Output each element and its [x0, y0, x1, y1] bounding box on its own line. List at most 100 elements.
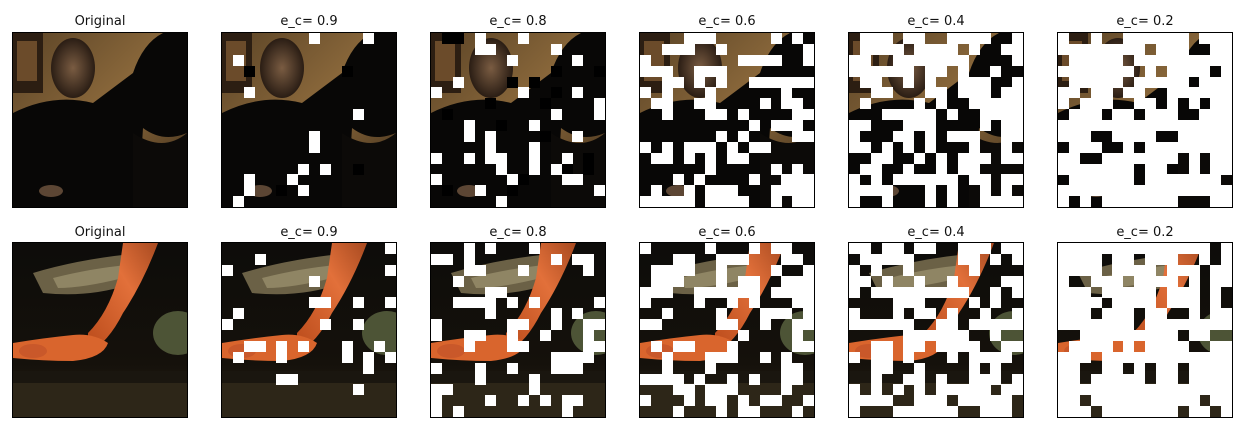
masked-patch: [650, 373, 662, 385]
masked-patch: [1123, 253, 1135, 265]
masked-patch: [727, 185, 738, 197]
masked-patch: [716, 264, 728, 276]
masked-patch: [431, 395, 442, 407]
masked-patch: [968, 43, 980, 55]
masked-patch: [968, 98, 980, 110]
masked-patch: [1199, 185, 1211, 197]
masked-patch: [914, 43, 926, 55]
masked-patch: [881, 152, 893, 164]
masked-patch: [1101, 196, 1113, 207]
patch-mask: [222, 33, 396, 207]
masked-patch: [748, 406, 760, 417]
masked-patch: [1058, 264, 1069, 276]
masked-patch: [1101, 120, 1113, 131]
masked-patch: [1166, 152, 1178, 164]
masked-patch: [792, 174, 804, 186]
masked-patch: [1166, 109, 1178, 121]
masked-patch: [1012, 319, 1023, 331]
masked-patch: [594, 340, 605, 352]
masked-patch: [550, 319, 562, 331]
masked-patch: [936, 54, 947, 66]
masked-patch: [431, 330, 442, 341]
masked-patch: [881, 43, 893, 55]
masked-patch: [914, 330, 926, 341]
masked-patch: [1079, 340, 1091, 352]
masked-patch: [441, 109, 453, 121]
masked-patch: [881, 286, 893, 298]
image-panel-original-r2: [12, 242, 188, 418]
masked-patch: [463, 264, 475, 276]
masked-patch: [640, 196, 651, 207]
masked-patch: [1058, 384, 1069, 396]
masked-patch: [946, 185, 958, 197]
masked-patch: [716, 319, 728, 331]
masked-patch: [859, 163, 871, 175]
masked-patch: [1155, 253, 1167, 265]
masked-patch: [1090, 33, 1102, 44]
masked-patch: [1221, 373, 1232, 385]
masked-patch: [936, 65, 947, 77]
masked-patch: [914, 297, 926, 309]
masked-patch: [474, 43, 486, 55]
masked-patch: [583, 351, 595, 363]
masked-patch: [1134, 87, 1146, 99]
masked-patch: [1058, 65, 1069, 77]
masked-patch: [1188, 286, 1200, 298]
masked-patch: [539, 98, 551, 110]
masked-patch: [737, 406, 749, 417]
masked-patch: [1177, 54, 1189, 66]
masked-patch: [463, 152, 475, 164]
masked-patch: [309, 275, 320, 287]
masked-patch: [1188, 174, 1200, 186]
masked-patch: [849, 384, 860, 396]
masked-patch: [1145, 130, 1156, 142]
panel-title-r2-c1: Original: [74, 225, 126, 240]
masked-patch: [870, 351, 882, 363]
masked-patch: [650, 275, 662, 287]
masked-patch: [385, 264, 396, 276]
masked-patch: [1101, 395, 1113, 407]
masked-patch: [705, 196, 717, 207]
masked-patch: [892, 130, 904, 142]
masked-patch: [694, 286, 706, 298]
masked-patch: [1188, 362, 1200, 374]
masked-patch: [716, 406, 728, 417]
masked-patch: [1221, 130, 1232, 142]
masked-patch: [1188, 65, 1200, 77]
masked-patch: [737, 54, 749, 66]
masked-patch: [474, 297, 486, 309]
masked-patch: [1155, 384, 1167, 396]
masked-patch: [903, 163, 915, 175]
masked-patch: [1145, 384, 1156, 396]
masked-patch: [474, 264, 486, 276]
masked-patch: [550, 351, 562, 363]
masked-patch: [496, 196, 508, 207]
masked-patch: [1079, 319, 1091, 331]
masked-patch: [1090, 373, 1102, 385]
masked-patch: [1112, 120, 1124, 131]
masked-patch: [1177, 384, 1189, 396]
masked-patch: [594, 185, 605, 197]
masked-patch: [716, 43, 728, 55]
masked-patch: [1012, 253, 1023, 265]
masked-patch: [1188, 243, 1200, 254]
masked-patch: [550, 253, 562, 265]
masked-patch: [936, 43, 947, 55]
masked-patch: [496, 152, 508, 164]
masked-patch: [1090, 174, 1102, 186]
masked-patch: [650, 264, 662, 276]
masked-patch: [781, 76, 793, 88]
masked-patch: [1090, 384, 1102, 396]
masked-patch: [1101, 152, 1113, 164]
masked-patch: [1221, 163, 1232, 175]
masked-patch: [705, 33, 717, 44]
masked-patch: [1112, 174, 1124, 186]
masked-patch: [1155, 351, 1167, 363]
masked-patch: [925, 120, 937, 131]
masked-patch: [683, 384, 695, 396]
masked-patch: [925, 196, 937, 207]
masked-patch: [1058, 98, 1069, 110]
masked-patch: [507, 174, 519, 186]
masked-patch: [672, 253, 684, 265]
masked-patch: [803, 308, 814, 320]
